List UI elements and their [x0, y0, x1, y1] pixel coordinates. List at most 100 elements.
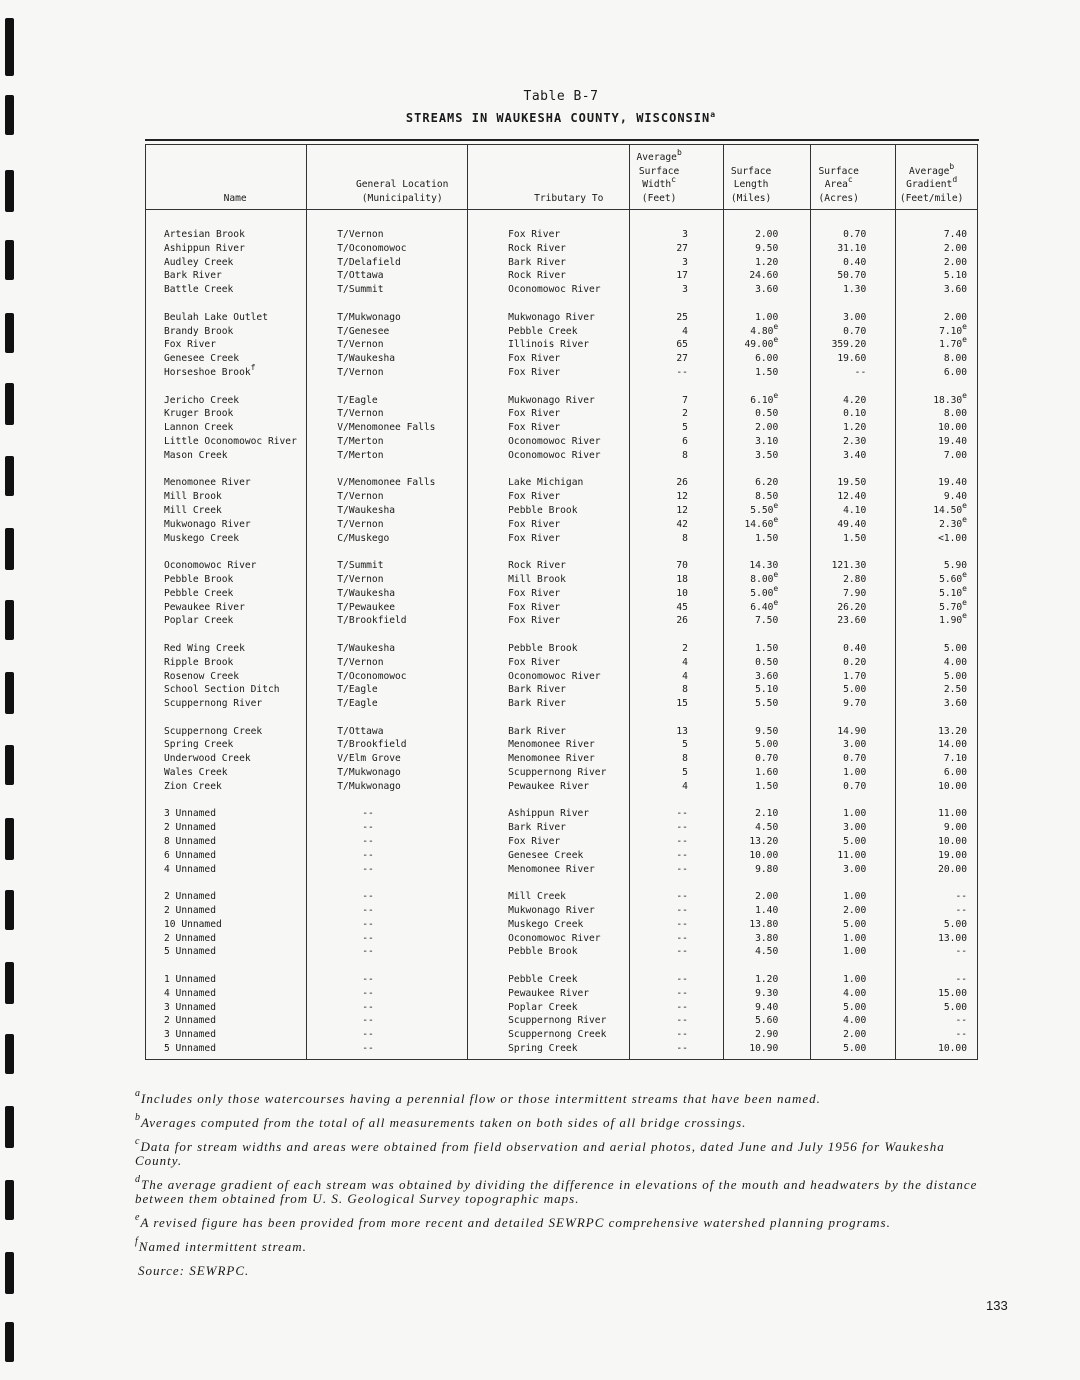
- spacer-cell: [895, 710, 978, 725]
- cell-tributary: Fox River: [467, 614, 631, 629]
- footnotes: aIncludes only those watercourses having…: [135, 1089, 995, 1288]
- cell-gradient: 10.00: [895, 421, 978, 435]
- cell-name: Ashippun River: [144, 241, 308, 256]
- table-row: 2 Unnamed -- Scuppernong River -- 5.60 4.00 --: [144, 1014, 978, 1029]
- cell-width: 13: [629, 724, 724, 739]
- cell-width: 17: [629, 269, 724, 284]
- binding-hole: [5, 1106, 14, 1148]
- cell-name: 10 Unnamed: [144, 917, 308, 932]
- spacer-cell: [722, 462, 812, 477]
- footnote-mark: e: [962, 321, 967, 331]
- cell-length: 3.80: [722, 931, 812, 946]
- spacer-cell: [629, 710, 724, 725]
- cell-length: 24.60: [722, 269, 812, 284]
- binding-hole: [5, 383, 14, 425]
- cell-tributary: Oconomowoc River: [467, 931, 631, 946]
- cell-location: T/Vernon: [306, 365, 469, 380]
- footnote-text: Includes only those watercourses having …: [141, 1091, 821, 1106]
- column-header-area: Surface Areac (Acres): [810, 144, 897, 210]
- cell-tributary: Bark River: [467, 683, 631, 698]
- cell-length: 9.50: [722, 241, 812, 256]
- cell-location: T/Eagle: [306, 393, 469, 408]
- cell-gradient: 1.70e: [895, 336, 978, 353]
- cell-length: 1.50: [722, 365, 812, 380]
- cell-width: --: [629, 917, 724, 932]
- cell-location: T/Waukesha: [306, 352, 469, 366]
- footnote-mark: e: [962, 597, 967, 607]
- cell-location: T/Vernon: [306, 572, 469, 587]
- cell-width: 2: [629, 641, 724, 656]
- cell-area: 1.20: [810, 421, 897, 435]
- cell-area: 121.30: [810, 559, 897, 573]
- cell-name: 6 Unnamed: [144, 848, 308, 863]
- spacer-cell: [895, 876, 978, 891]
- table-row: Mill Creek T/Waukesha Pebble Brook 12 5.50e 4…: [144, 500, 978, 518]
- spacer-cell: [810, 296, 897, 311]
- cell-location: T/Waukesha: [306, 503, 469, 518]
- cell-tributary: Ashippun River: [467, 807, 631, 822]
- spacer-row: [144, 710, 978, 725]
- title-rule: [145, 139, 979, 141]
- cell-width: 42: [629, 517, 724, 532]
- spacer-cell: [144, 379, 308, 394]
- cell-location: T/Delafield: [306, 255, 469, 270]
- cell-length: 4.50: [722, 945, 812, 960]
- cell-area: 3.00: [810, 738, 897, 753]
- cell-location: --: [306, 904, 469, 918]
- cell-width: 8: [629, 752, 724, 767]
- cell-location: C/Muskego: [306, 531, 469, 546]
- cell-location: T/Vernon: [306, 517, 469, 532]
- table-row: 5 Unnamed -- Pebble Brook -- 4.50 1.00 --: [144, 945, 978, 960]
- table-row: Artesian Brook T/Vernon Fox River 3 2.00 0.70…: [144, 228, 978, 242]
- spacer-cell: [467, 379, 631, 394]
- spacer-cell: [722, 793, 812, 808]
- cell-width: 8: [629, 683, 724, 698]
- cell-gradient: 2.50: [895, 683, 978, 698]
- cell-name: Underwood Creek: [144, 752, 308, 767]
- cell-tributary: Bark River: [467, 724, 631, 739]
- footnote-mark: c: [135, 1136, 141, 1147]
- cell-width: --: [629, 890, 724, 905]
- cell-location: T/Pewaukee: [306, 600, 469, 615]
- cell-name: Battle Creek: [144, 283, 308, 297]
- column-header-width: Averageb Surface Widthc (Feet): [629, 144, 724, 210]
- cell-name: School Section Ditch: [144, 683, 308, 698]
- spacer-row: [144, 209, 978, 228]
- cell-length: 14.30: [722, 559, 812, 573]
- cell-area: 31.10: [810, 241, 897, 256]
- footnote-mark: e: [773, 500, 779, 510]
- table-row: Ripple Brook T/Vernon Fox River 4 0.50 0.20 4.…: [144, 655, 978, 670]
- cell-location: --: [306, 848, 469, 863]
- cell-gradient: 19.40: [895, 476, 978, 491]
- spacer-cell: [144, 793, 308, 808]
- cell-location: T/Waukesha: [306, 641, 469, 656]
- table-title: Table B-7: [523, 89, 599, 104]
- spacer-row: [144, 545, 978, 560]
- cell-area: 7.90: [810, 586, 897, 601]
- spacer-cell: [467, 710, 631, 725]
- cell-width: 6: [629, 434, 724, 449]
- cell-length: 5.50e: [722, 500, 812, 518]
- footnote-mark: e: [962, 611, 967, 621]
- cell-length: 2.00: [722, 890, 812, 905]
- cell-length: 2.10: [722, 807, 812, 822]
- cell-length: 2.00: [722, 228, 812, 242]
- spacer-cell: [810, 545, 897, 560]
- cell-gradient: 5.10e: [895, 584, 978, 601]
- cell-width: 3: [629, 255, 724, 270]
- cell-width: --: [629, 1028, 724, 1043]
- table-row: Oconomowoc River T/Summit Rock River 70 14.3…: [144, 559, 978, 573]
- cell-tributary: Fox River: [467, 835, 631, 849]
- footnote-text: The average gradient of each stream was …: [135, 1177, 978, 1206]
- table-row: 3 Unnamed -- Ashippun River -- 2.10 1.00 11.00: [144, 807, 978, 822]
- spacer-cell: [810, 710, 897, 725]
- footnote-mark: f: [250, 362, 256, 372]
- table-row: Underwood Creek V/Elm Grove Menomonee Rive…: [144, 752, 978, 767]
- cell-gradient: 5.90: [895, 559, 978, 573]
- table-row: Kruger Brook T/Vernon Fox River 2 0.50 0.10 8.…: [144, 407, 978, 422]
- cell-location: T/Ottawa: [306, 724, 469, 739]
- cell-tributary: Muskego Creek: [467, 917, 631, 932]
- spacer-cell: [810, 628, 897, 642]
- spacer-cell: [629, 462, 724, 477]
- cell-location: V/Menomonee Falls: [306, 476, 469, 491]
